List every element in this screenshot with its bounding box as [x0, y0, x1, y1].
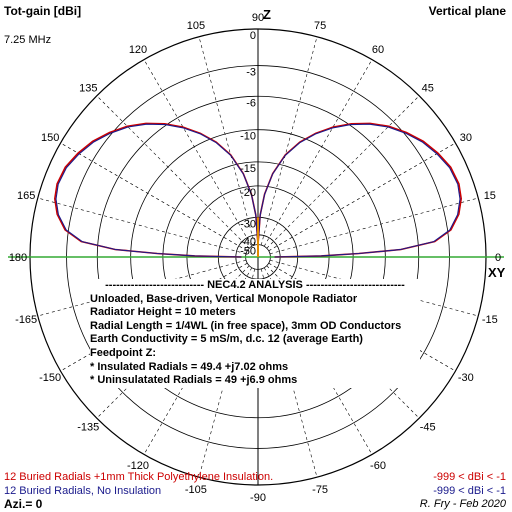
angle-tick-label: 30	[460, 132, 472, 144]
angle-tick-label: 0	[495, 252, 501, 264]
angle-tick-label: 90	[252, 12, 264, 24]
credit-label: R. Fry - Feb 2020	[419, 498, 506, 510]
radial-tick-label: -50	[240, 246, 256, 258]
angle-tick-label: 105	[187, 20, 205, 32]
radial-tick-label: -3	[246, 67, 256, 79]
angle-tick-label: -120	[127, 460, 149, 472]
frequency-label: 7.25 MHz	[4, 34, 52, 46]
legend-range-uninsulated: -999 < dBi < -1	[433, 485, 506, 497]
radial-tick-label: 0	[250, 30, 256, 42]
angle-tick-label: -15	[482, 314, 498, 326]
tick-labels: 9075604530150-15-30-45-60-75-90-105-120-…	[9, 12, 501, 504]
grid-spoke	[96, 95, 250, 249]
radial-tick-label: -20	[240, 187, 256, 199]
angle-tick-label: 150	[41, 132, 59, 144]
angle-tick-label: 15	[484, 190, 496, 202]
grid-spoke	[266, 95, 420, 249]
radial-tick-label: -10	[240, 131, 256, 143]
angle-tick-label: -165	[15, 314, 37, 326]
angle-tick-label: 165	[17, 190, 35, 202]
radial-tick-label: -6	[246, 97, 256, 109]
angle-tick-label: -75	[312, 484, 328, 496]
angle-tick-label: -60	[370, 460, 386, 472]
radial-tick-label: -15	[240, 163, 256, 175]
legend-item-insulated: 12 Buried Radials +1mm Thick Polyethylen…	[4, 471, 274, 483]
legend-item-uninsulated: 12 Buried Radials, No Insulation	[4, 485, 162, 497]
axis-z-label: Z	[263, 7, 271, 22]
angle-tick-label: -105	[185, 484, 207, 496]
angle-tick-label: -30	[458, 372, 474, 384]
pattern-traces	[53, 122, 463, 258]
info-line: Radial Length = 1/4WL (in free space), 3…	[90, 319, 402, 332]
angle-tick-label: -90	[250, 492, 266, 504]
info-line: * Uninsulatated Radials = 49 +j6.9 ohms	[90, 374, 298, 387]
info-line: Unloaded, Base-driven, Vertical Monopole…	[90, 292, 358, 305]
info-line: Feedpoint Z:	[90, 346, 156, 359]
legend-range-insulated: -999 < dBi < -1	[433, 471, 506, 483]
polar-grid	[8, 28, 504, 486]
angle-tick-label: 180	[9, 252, 27, 264]
angle-tick-label: -150	[39, 372, 61, 384]
plot-title: Tot-gain [dBi]	[4, 4, 82, 18]
radial-tick-label: -40	[240, 236, 256, 248]
radial-tick-label: -30	[240, 218, 256, 230]
angle-tick-label: 75	[314, 20, 326, 32]
angle-tick-label: 45	[422, 82, 434, 94]
angle-tick-label: 120	[129, 44, 147, 56]
angle-tick-label: -45	[420, 422, 436, 434]
azimuth-label: Azi.= 0	[4, 497, 43, 511]
axis-xy-label: XY	[488, 265, 506, 280]
angle-tick-label: 60	[372, 44, 384, 56]
analysis-info-box: --------------------------- NEC4.2 ANALY…	[90, 279, 420, 388]
info-line: Radiator Height = 10 meters	[90, 306, 236, 319]
info-heading: --------------------------- NEC4.2 ANALY…	[105, 279, 405, 291]
angle-tick-label: -135	[77, 422, 99, 434]
plane-label: Vertical plane	[428, 4, 506, 18]
info-line: Earth Conductivity = 5 mS/m, d.c. 12 (av…	[90, 333, 363, 346]
info-line: * Insulated Radials = 49.4 +j7.02 ohms	[90, 360, 289, 373]
angle-tick-label: 135	[79, 82, 97, 94]
